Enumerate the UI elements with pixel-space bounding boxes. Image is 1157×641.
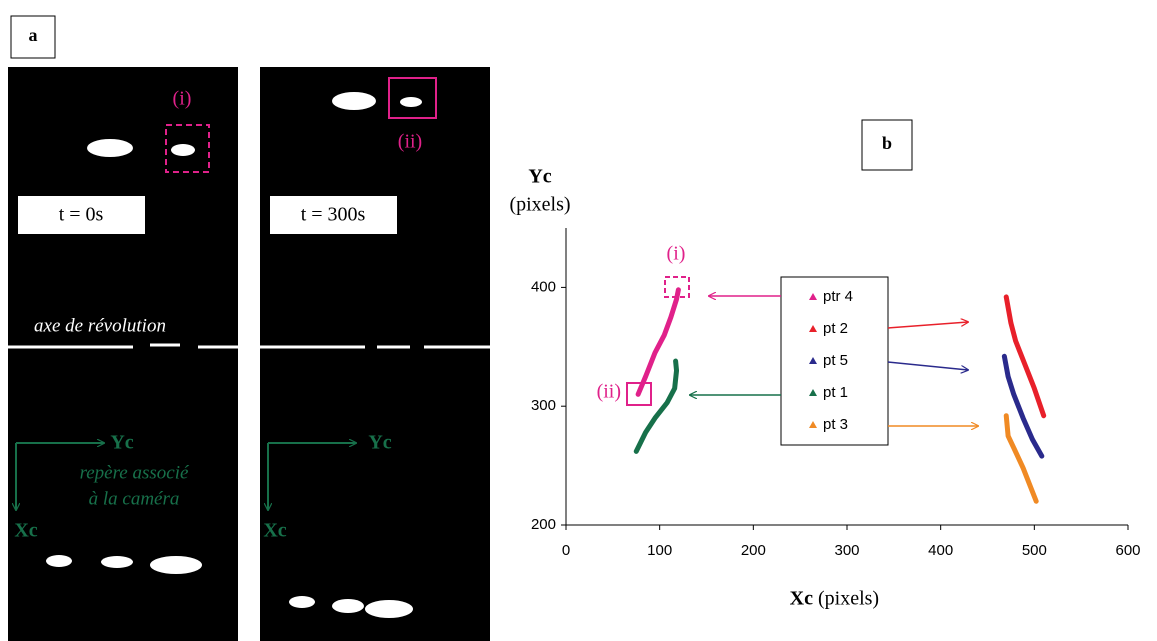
series-line: [633, 358, 680, 454]
time-box: [270, 196, 397, 234]
axis-caption: axe de révolution: [34, 315, 166, 336]
roi-box: [165, 124, 210, 173]
frame-label: Xc: [14, 520, 37, 542]
time-label: t = 300s: [301, 204, 366, 226]
legend-arrow: [887, 361, 968, 370]
y-tick-label: 300: [531, 397, 556, 414]
legend-label: pt 1: [823, 384, 848, 401]
x-tick-label: 400: [928, 542, 953, 559]
legend-marker: [809, 293, 817, 300]
frame-caption: repère associé: [80, 462, 190, 483]
x-tick-label: 300: [834, 542, 859, 559]
y-tick-label: 400: [531, 278, 556, 295]
panel-label-box: [10, 15, 56, 59]
series-line: [1003, 294, 1047, 419]
camera-frame: [16, 443, 356, 510]
y-tick-label: 200: [531, 516, 556, 533]
blobs: [46, 92, 422, 618]
series-line: [1001, 353, 1045, 459]
image-t0: [8, 67, 238, 641]
legend-marker: [809, 389, 817, 396]
legend-arrow: [887, 322, 968, 329]
x-axis-title: Xc: [790, 588, 813, 610]
annotation: (i): [173, 88, 192, 110]
revolution-axis: [8, 343, 490, 349]
y-axis-title: Yc: [528, 166, 551, 188]
time-label: t = 0s: [59, 204, 104, 226]
panel-label: a: [29, 25, 38, 45]
legend-label: pt 2: [823, 320, 848, 337]
roi-box: [664, 276, 690, 298]
x-tick-label: 200: [741, 542, 766, 559]
legend-marker: [809, 357, 817, 364]
image-t300: [260, 67, 490, 641]
frame-label: Xc: [263, 520, 286, 542]
roi-box: [626, 382, 652, 406]
roi-box: [388, 77, 437, 119]
legend-label: pt 5: [823, 352, 848, 369]
annotation: (ii): [398, 131, 422, 153]
frame-label: Yc: [110, 432, 133, 454]
x-tick-label: 500: [1022, 542, 1047, 559]
x-tick-label: 100: [647, 542, 672, 559]
legend-marker: [809, 421, 817, 428]
x-tick-label: 600: [1115, 542, 1140, 559]
x-tick-label: 0: [562, 542, 570, 559]
legend-label: ptr 4: [823, 288, 853, 305]
legend-label: pt 3: [823, 416, 848, 433]
series-line: [1003, 413, 1039, 504]
panel-label: b: [882, 133, 892, 153]
frame-caption: à la caméra: [89, 488, 180, 509]
legend-marker: [809, 325, 817, 332]
time-box: [18, 196, 145, 234]
annotation: (i): [667, 243, 686, 265]
panel-label-box: [861, 119, 913, 171]
y-axis-unit: (pixels): [509, 194, 570, 216]
x-axis-unit: (pixels): [818, 588, 879, 610]
legend: [780, 276, 889, 446]
annotation: (ii): [597, 381, 621, 403]
frame-label: Yc: [368, 432, 391, 454]
series-line: [635, 287, 681, 397]
